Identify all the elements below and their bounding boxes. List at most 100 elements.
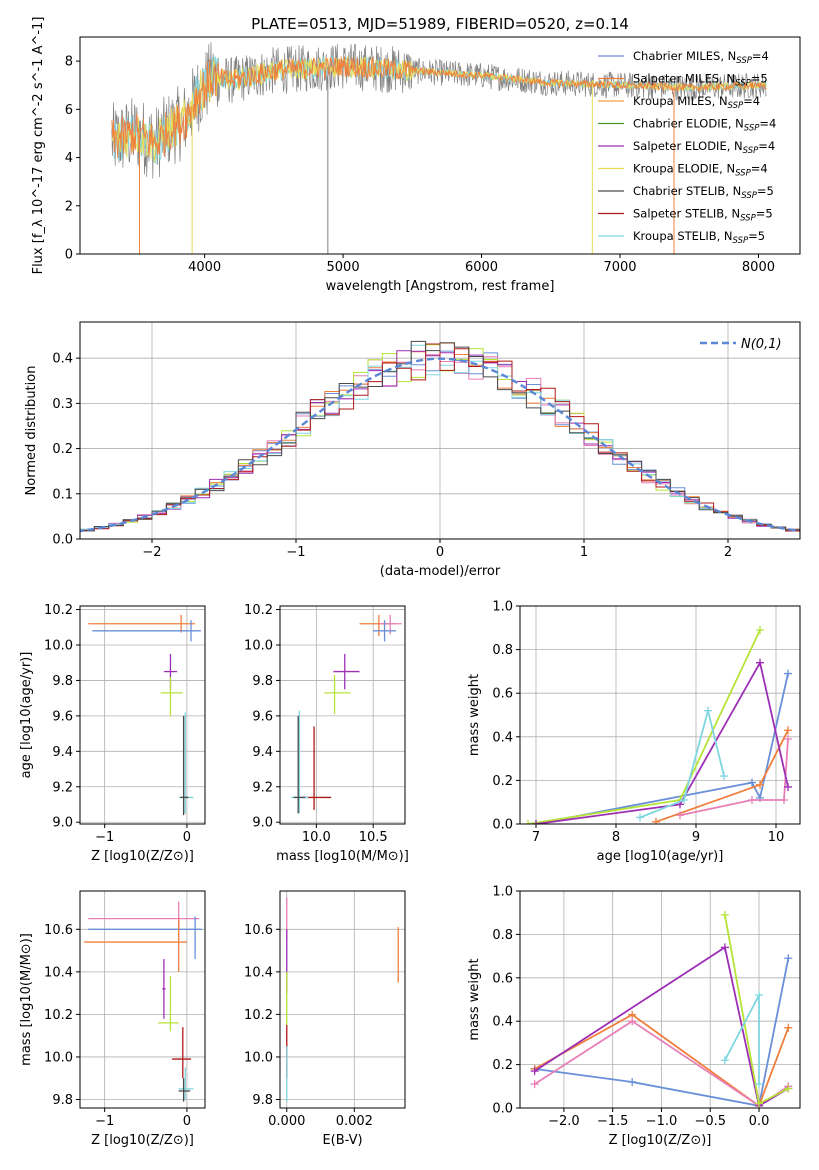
legend-subscript: SSP [740, 214, 756, 224]
mass-weight-series-line [534, 1013, 790, 1108]
mass-weight-marker [784, 1023, 793, 1032]
x-tick-label: −1 [286, 545, 305, 560]
mass-weight-series-line [639, 710, 725, 819]
mass-weight-marker [720, 1056, 729, 1065]
mass-weight-marker [704, 706, 712, 715]
mass-weight-marker [524, 820, 532, 824]
residual-histogram-panel: −2 −1 0 1 2 0.0 0.1 0.2 0.3 0.4 (data-model)/error… [24, 321, 801, 579]
mass-weight-marker [628, 1017, 637, 1026]
y-tick-label: 10.4 [44, 965, 73, 980]
legend-name: Salpeter STELIB, N [633, 207, 740, 221]
mass-weight-vs-age-panel: 7 8 9 10 0.0 0.2 0.4 0.6 0.8 1.0 age [log10(age/yr… [467, 600, 801, 864]
age-vs-metallicity-panel: −1 0 9.0 9.2 9.4 9.6 9.8 10.0 10.2 Z [log10(Z/Z⊙)… [19, 603, 206, 864]
legend-value: =5 [756, 207, 773, 221]
mass-weight-marker [755, 1080, 764, 1089]
y-tick-label: 9.8 [52, 674, 73, 689]
legend-name: Salpeter MILES, N [633, 72, 735, 86]
axes-frame [79, 605, 206, 825]
y-tick-label: 9.6 [252, 709, 273, 724]
legend-entry: Chabrier STELIB, NSSP=5 [633, 184, 774, 201]
errorbar-point [293, 715, 305, 814]
axes-frame [519, 890, 801, 1109]
y-tick-label: 6 [65, 103, 73, 118]
x-tick-label: 0.002 [336, 1114, 373, 1129]
errorbar-point [333, 653, 360, 690]
y-tick-label: 10.2 [44, 1008, 73, 1023]
errorbar-point [88, 916, 202, 960]
plot-area [286, 897, 399, 1102]
age-vs-mass-panel: 10.0 10.5 9.0 9.2 9.4 9.6 9.8 10.0 10.2 mass [log… [244, 603, 409, 864]
x-tick-label: 4000 [188, 260, 221, 275]
legend-entry: Kroupa MILES, NSSP=4 [633, 94, 760, 111]
legend-subscript: SSP [736, 56, 752, 66]
y-tick-label: 10.0 [44, 1050, 73, 1065]
axes-frame [519, 605, 801, 825]
legend-name: Salpeter ELODIE, N [633, 139, 743, 153]
y-tick-label: 9.8 [52, 1093, 73, 1108]
y-tick-label: 0 [65, 248, 73, 263]
mass-weight-series-line [534, 958, 790, 1107]
x-tick-label: −1 [95, 830, 114, 845]
y-tick-label: 10.0 [244, 638, 273, 653]
mass-weight-marker [748, 796, 756, 805]
legend-subscript: SSP [743, 146, 759, 156]
mass-weight-marker [530, 1080, 539, 1089]
legend-entry: Chabrier MILES, NSSP=4 [633, 49, 769, 66]
y-tick-label: 0.0 [52, 533, 73, 548]
mass-weight-marker [636, 813, 644, 822]
legend-name: Chabrier STELIB, N [633, 184, 741, 198]
y-tick-label: 10.0 [44, 638, 73, 653]
plot-area [524, 625, 792, 824]
x-axis-label: age [log10(age/yr)] [597, 849, 724, 864]
x-tick-label: 6000 [465, 260, 498, 275]
mass-weight-marker [784, 1084, 793, 1093]
mass-weight-marker [676, 811, 684, 820]
legend-name: Kroupa ELODIE, N [633, 162, 735, 176]
errorbar-point [92, 620, 201, 642]
legend-value: =5 [757, 184, 774, 198]
y-tick-label: 10.6 [244, 923, 273, 938]
y-tick-label: 0.2 [492, 1058, 513, 1073]
legend-name: Kroupa MILES, N [633, 94, 728, 108]
mass-weight-marker [755, 1099, 764, 1108]
legend-value: =4 [752, 49, 769, 63]
y-tick-label: 10.2 [44, 603, 73, 618]
x-axis-label: Z [log10(Z/Z⊙)] [91, 1133, 194, 1148]
y-tick-label: 0.8 [492, 643, 513, 658]
errorbar-point [160, 676, 183, 716]
x-axis-label: Z [log10(Z/Z⊙)] [609, 1133, 712, 1148]
legend-entry: Kroupa ELODIE, NSSP=4 [633, 162, 768, 179]
mass-weight-marker [756, 780, 764, 789]
mass-weight-marker [784, 734, 792, 743]
axes-frame [79, 321, 801, 540]
mass-weight-marker [680, 796, 688, 805]
errorbar-point [178, 712, 194, 814]
mass-vs-ebv-panel: 0.000 0.002 9.8 10.0 10.2 10.4 10.6 E(B-V) [244, 890, 406, 1148]
errorbar-point [324, 675, 351, 715]
errorbar-point [180, 715, 189, 816]
mass-weight-marker [532, 820, 540, 824]
y-tick-label: 10.2 [244, 1008, 273, 1023]
y-tick-label: 0.6 [492, 687, 513, 702]
errorbar-point [158, 976, 179, 1032]
legend-value: =4 [743, 94, 760, 108]
y-axis-label: mass weight [467, 958, 482, 1040]
y-axis-label: age [log10(age/yr)] [19, 652, 34, 779]
y-tick-label: 0.6 [492, 971, 513, 986]
y-tick-label: 10.2 [244, 603, 273, 618]
mass-weight-marker [784, 669, 792, 678]
legend-entry: Salpeter ELODIE, NSSP=4 [633, 139, 775, 156]
mass-weight-marker [720, 910, 729, 919]
errorbar-point [172, 1027, 192, 1079]
model-spectrum-line [111, 56, 767, 158]
x-tick-label: −1.0 [646, 1114, 678, 1129]
x-tick-label: 0.0 [749, 1114, 770, 1129]
y-tick-label: 9.6 [52, 709, 73, 724]
figure-title: PLATE=0513, MJD=51989, FIBERID=0520, z=0… [251, 15, 629, 33]
errorbar-point [84, 918, 187, 972]
legend-entry: Chabrier ELODIE, NSSP=4 [633, 117, 776, 134]
x-axis-label: E(B-V) [322, 1133, 362, 1148]
legend-value: =5 [751, 72, 768, 86]
y-axis-label: mass weight [467, 674, 482, 756]
